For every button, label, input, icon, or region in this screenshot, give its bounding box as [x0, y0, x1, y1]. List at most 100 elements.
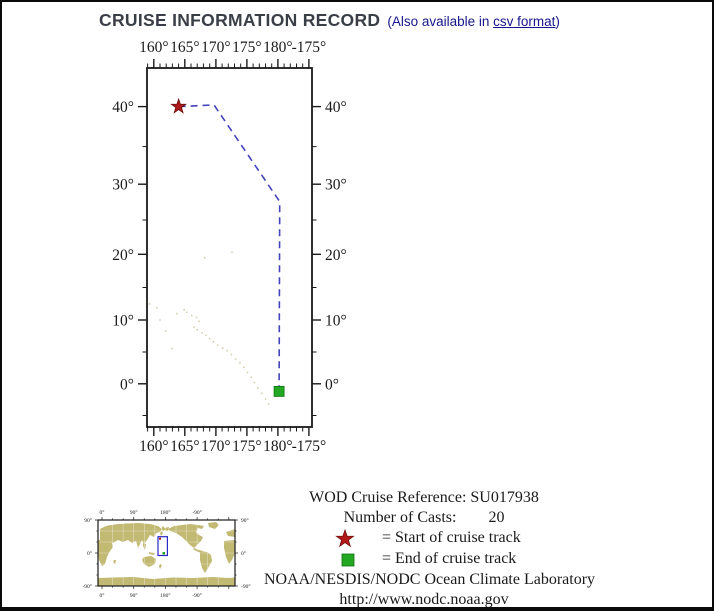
world-y-label-right: 90°	[241, 517, 249, 524]
cruise-info-block: WOD Cruise Reference: SU017938 Number of…	[264, 488, 596, 608]
cruise-region-box	[157, 536, 168, 557]
x-tick-label-top: 170°	[201, 39, 230, 56]
continent	[226, 529, 235, 537]
title-row: CRUISE INFORMATION RECORD (Also availabl…	[99, 10, 560, 31]
world-inset-map: 0° 0° 90° 90° 180° 180° -90° -90° 90° 90° 0° 0° -90°…	[82, 509, 250, 599]
x-tick-label-bottom: 170°	[201, 438, 230, 455]
x-tick-label-bottom: 175°	[232, 438, 261, 455]
island-dot	[267, 403, 270, 405]
island-dot	[257, 387, 259, 390]
legend-start-row: = Start of cruise track	[264, 528, 584, 549]
track-start-star-marker	[170, 97, 188, 114]
continent	[100, 523, 162, 546]
continent	[149, 552, 155, 555]
cruise-reference-line: WOD Cruise Reference: SU017938	[264, 488, 584, 508]
cruise-reference-value: SU017938	[470, 489, 539, 506]
map-frame	[146, 67, 313, 428]
island-dot	[239, 361, 241, 364]
organization-line: NOAA/NESDIS/NODC Ocean Climate Laborator…	[264, 571, 596, 588]
cruise-reference-label: WOD Cruise Reference:	[309, 489, 467, 506]
x-tick-label-top: 160°	[139, 39, 168, 56]
y-tick-label-left: 40°	[112, 99, 134, 116]
island-dot	[208, 337, 211, 340]
x-tick-label-top: -175°	[292, 39, 327, 56]
continent	[224, 540, 235, 564]
continent	[142, 556, 156, 567]
subtitle-prefix: (Also available in	[387, 14, 494, 29]
x-tick-label-top: 175°	[232, 39, 261, 56]
island-dot	[253, 381, 256, 384]
world-x-label-bottom: -90°	[192, 592, 202, 599]
island-dot	[205, 334, 207, 337]
page-title: CRUISE INFORMATION RECORD	[99, 10, 381, 30]
island-dot	[195, 316, 198, 319]
x-tick-label-top: 165°	[170, 39, 199, 56]
island-dot	[264, 398, 267, 400]
continent	[100, 532, 103, 536]
world-x-label-bottom: 0°	[100, 592, 105, 599]
subtitle: (Also available in csv format)	[387, 14, 560, 29]
world-x-label-top: 180°	[160, 509, 170, 516]
island-dot	[164, 330, 167, 332]
island-dot	[201, 332, 204, 334]
x-tick-label-bottom: 180°	[263, 438, 292, 455]
y-tick-label-right: 20°	[325, 247, 347, 264]
continent	[168, 524, 204, 548]
end-of-track-square-icon	[341, 553, 355, 566]
start-of-track-star-icon	[335, 528, 355, 547]
y-tick-label-left: 0°	[120, 376, 134, 393]
website-url: http://www.nodc.noaa.gov	[339, 591, 509, 608]
island-dot	[185, 311, 188, 314]
island-dot	[159, 319, 161, 321]
island-dot	[193, 326, 196, 328]
x-tick-label-bottom: -175°	[292, 438, 327, 455]
continent	[143, 543, 146, 550]
world-x-label-top: 0°	[100, 509, 105, 516]
continent	[208, 522, 219, 529]
continent	[98, 540, 113, 566]
island-dot	[212, 340, 215, 343]
cruise-track-line	[178, 104, 281, 392]
world-y-label-left: -90°	[82, 583, 92, 590]
x-tick-label-bottom: 165°	[170, 438, 199, 455]
island-dot	[183, 308, 186, 311]
y-tick-label-right: 10°	[325, 313, 347, 330]
region-end-dot	[162, 552, 165, 555]
island-dot	[221, 347, 224, 350]
island-dot	[250, 376, 253, 379]
world-x-label-top: 90°	[130, 509, 138, 516]
island-dot	[196, 328, 199, 331]
x-tick-label-top: 180°	[263, 39, 292, 56]
continent	[200, 551, 212, 573]
csv-format-link[interactable]: csv format	[493, 14, 556, 29]
island-dot	[234, 358, 237, 360]
continent	[160, 531, 163, 536]
island-dot	[226, 349, 228, 352]
world-x-label-bottom: 90°	[130, 592, 138, 599]
island-dot	[170, 347, 173, 350]
casts-value: 20	[488, 509, 505, 526]
y-tick-label-left: 30°	[112, 177, 134, 194]
continent	[193, 548, 203, 553]
legend-start-label: = Start of cruise track	[382, 529, 521, 547]
y-tick-label-right: 40°	[325, 99, 347, 116]
world-x-label-top: -90°	[192, 509, 202, 516]
legend-end-row: = End of cruise track	[264, 549, 584, 570]
world-landmasses	[98, 520, 235, 586]
island-dot	[198, 320, 201, 323]
y-tick-label-left: 20°	[112, 247, 134, 264]
continent	[113, 560, 116, 564]
x-tick-label-bottom: 160°	[139, 438, 168, 455]
island-dot	[203, 256, 206, 259]
casts-line: Number of Casts: 20	[264, 508, 584, 528]
world-y-label-left: 0°	[87, 550, 92, 557]
world-y-label-right: 0°	[241, 550, 246, 557]
island-dot	[246, 371, 249, 374]
world-y-label-right: -90°	[241, 583, 251, 590]
island-dot	[242, 366, 245, 369]
legend-end-label: = End of cruise track	[382, 550, 517, 568]
world-y-label-left: 90°	[84, 517, 92, 524]
continent	[136, 541, 140, 548]
island-dot	[156, 306, 158, 309]
